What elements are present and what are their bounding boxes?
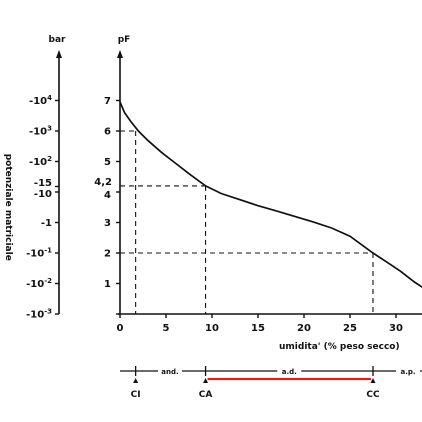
x-tick-label-1: 5 (163, 323, 170, 334)
point-label-2: CC (366, 390, 380, 400)
class-label-bg-2 (396, 366, 420, 375)
pf-axis-arrow (117, 50, 123, 58)
x-tick-label-6: 30 (389, 323, 403, 334)
retention-curve (119, 101, 422, 289)
class-label-bg-0 (158, 366, 182, 375)
left-tick-label-1: -103 (29, 125, 52, 138)
left-tick-label-6: -10-1 (26, 247, 52, 260)
pf-tick-label-2: 2 (104, 249, 111, 260)
pf-tick-label-6: 6 (104, 127, 111, 138)
class-label-1: a.d. (282, 368, 297, 376)
class-label-bg-1 (277, 366, 302, 375)
left-axis-arrow (56, 50, 62, 58)
x-tick-label-4: 20 (297, 323, 311, 334)
x-tick-label-0: 0 (117, 323, 124, 334)
point-label-1: CA (199, 390, 213, 400)
pf-axis-unit: pF (118, 35, 131, 45)
class-label-2: a.p. (400, 368, 415, 376)
x-tick-label-2: 10 (205, 323, 219, 334)
point-arrow-2 (370, 378, 376, 383)
x-axis-label: umidita' (% peso secco) (279, 342, 400, 352)
point-label-0: CI (131, 390, 141, 400)
pf-axis: pF 1 2 3 4 5 6 7 4,2 (94, 35, 131, 315)
left-axis-title: potenziale matriciale (3, 154, 13, 261)
left-tick-label-0: -104 (29, 94, 52, 107)
pf-tick-label-7: 7 (104, 96, 111, 107)
x-tick-label-5: 25 (343, 323, 357, 334)
left-tick-label-4: -10 (34, 189, 52, 200)
pf-tick-label-1: 1 (104, 279, 111, 290)
reference-lines (120, 130, 374, 314)
pf-tick-label-3: 3 (104, 218, 111, 229)
water-class-bar: CI CA CC and. a.d. a.p. (120, 366, 422, 400)
class-label-0: and. (161, 368, 178, 376)
left-tick-label-2: -102 (29, 155, 52, 168)
pf-tick-label-5: 5 (104, 157, 111, 168)
x-axis: 0 5 10 15 20 25 30 umidita' (% peso secco) (117, 313, 422, 352)
left-tick-label-5: -1 (41, 218, 52, 229)
pf-extra-tick-label: 4,2 (94, 177, 112, 188)
left-tick-label-8: -10-3 (26, 308, 52, 321)
pf-tick-label-4: 4 (104, 190, 111, 201)
point-arrow-0 (133, 378, 139, 383)
left-tick-label-3: -15 (34, 178, 52, 189)
point-arrow-1 (203, 378, 209, 383)
left-tick-label-7: -10-2 (26, 277, 52, 290)
left-axis-unit: bar (49, 35, 67, 45)
x-tick-label-3: 15 (251, 323, 265, 334)
